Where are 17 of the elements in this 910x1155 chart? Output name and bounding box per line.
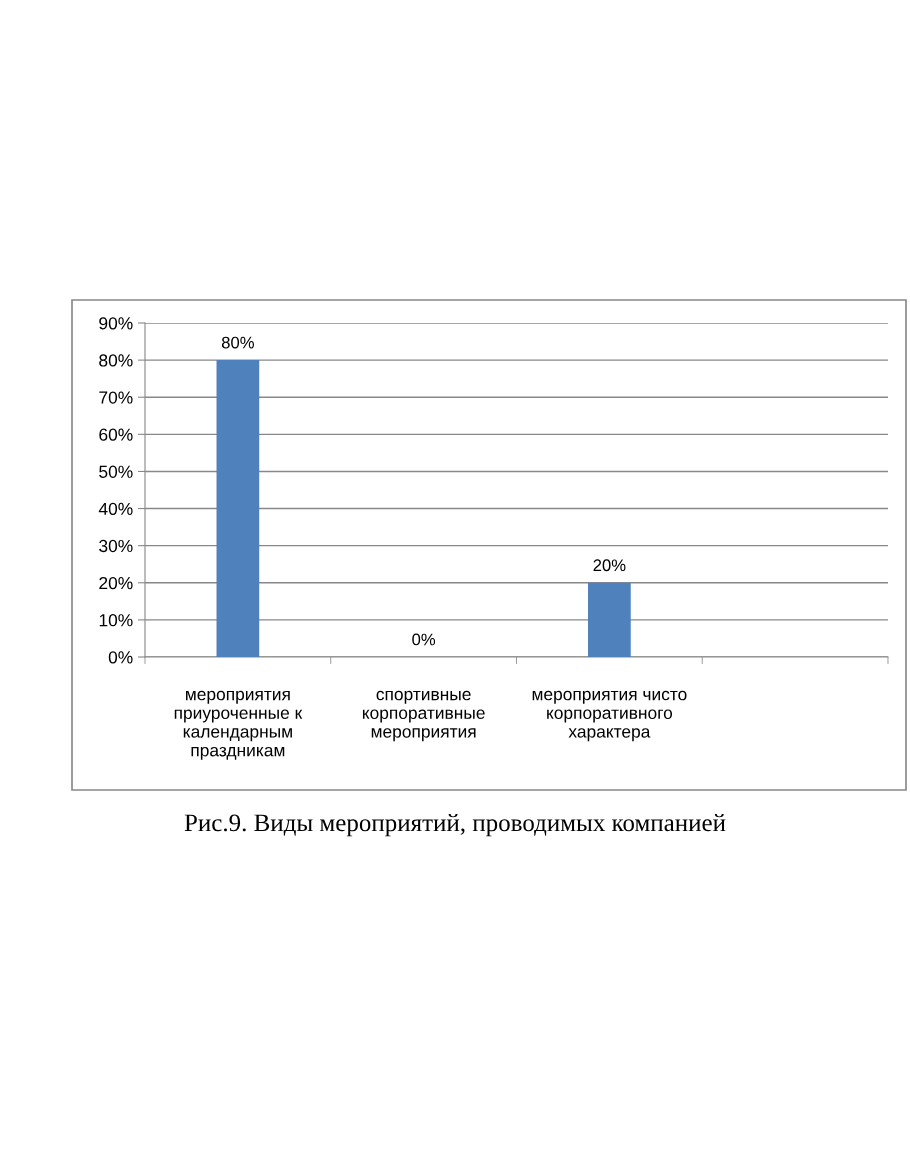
- data-label: 20%: [593, 559, 626, 572]
- y-tick-label: 50%: [99, 465, 133, 478]
- y-tick-label: 30%: [99, 539, 133, 553]
- data-label: 0%: [412, 633, 436, 646]
- y-tick-label: 10%: [99, 614, 133, 627]
- data-label: 80%: [221, 336, 254, 349]
- y-tick-label: 0%: [108, 651, 133, 664]
- text: Рис.9. Виды мероприятий, проводимых компанией: [184, 813, 726, 837]
- x-tick-label: мероприятия чисто корпоративного характера: [532, 690, 687, 742]
- y-tick-label: 60%: [99, 428, 133, 441]
- y-tick-label: 80%: [99, 354, 133, 367]
- y-tick-label: 20%: [99, 576, 133, 590]
- x-tick-label: мероприятия приуроченные к календарным праздникам: [174, 690, 303, 760]
- y-tick-label: 40%: [98, 502, 133, 516]
- y-tick-label: 70%: [99, 391, 133, 404]
- y-tick-label: 90%: [99, 317, 133, 330]
- x-tick-label: спортивные корпоративные мероприятия: [362, 690, 485, 742]
